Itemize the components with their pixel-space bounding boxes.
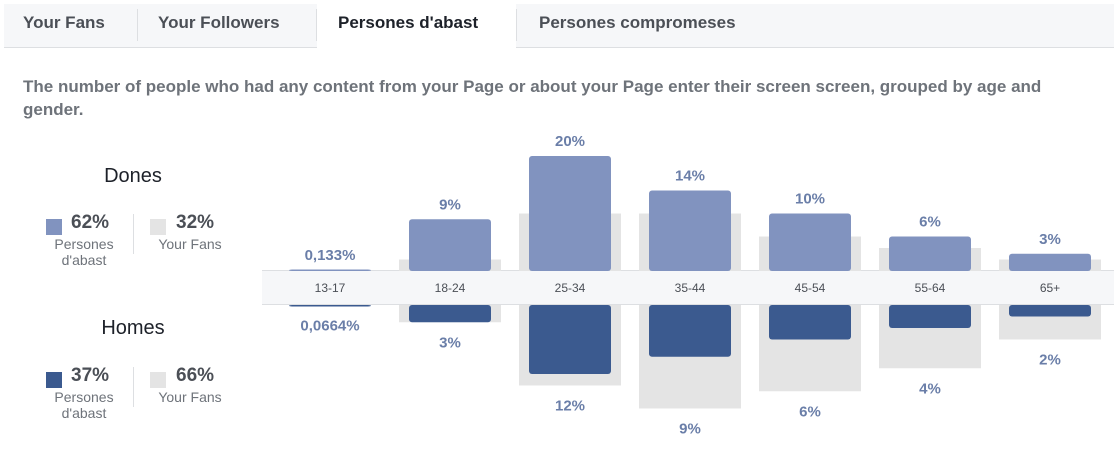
women-fans-pct: 32% (176, 212, 215, 233)
women-fans-swatch (150, 219, 166, 235)
women-reach-bar (289, 269, 371, 271)
age-tick-label: 45-54 (795, 281, 826, 295)
women-reach-swatch (46, 219, 62, 235)
tab-divider (516, 9, 517, 41)
age-tick-label: 25-34 (555, 281, 586, 295)
men-value-label: 6% (799, 403, 821, 420)
tab-bar: Your Fans Your Followers Persones d'abas… (4, 4, 1114, 48)
women-reach-bar (649, 190, 731, 271)
women-value-label: 20% (555, 133, 585, 150)
summary-women-title: Dones (104, 165, 162, 187)
men-value-label: 3% (439, 334, 461, 351)
women-reach-bar (889, 236, 971, 271)
men-reach-bar (769, 305, 851, 340)
men-fans-label: Your Fans (158, 389, 222, 405)
men-value-label: 2% (1039, 352, 1061, 369)
tab-persones-dabast[interactable]: Persones d'abast (317, 4, 516, 48)
chart-description: The number of people who had any content… (23, 77, 1042, 119)
women-value-label: 3% (1039, 231, 1061, 248)
summary-men: Homes 37% Persones d'abast 66% Your Fans (40, 312, 240, 432)
tab-your-fans[interactable]: Your Fans (23, 13, 105, 32)
women-reach-pct: 62% (71, 212, 110, 233)
men-value-label: 0,0664% (300, 317, 359, 334)
women-reach-bar (409, 219, 491, 271)
men-reach-label: Persones d'abast (42, 389, 126, 421)
women-value-label: 0,133% (305, 247, 356, 264)
men-value-label: 4% (919, 380, 941, 397)
women-value-label: 6% (919, 214, 941, 231)
men-reach-bar (289, 305, 371, 307)
age-tick-label: 35-44 (675, 281, 706, 295)
women-reach-bar (769, 213, 851, 271)
men-reach-pct: 37% (71, 365, 110, 386)
women-reach-label-line2: d'abast (61, 252, 107, 268)
women-value-label: 9% (439, 196, 461, 213)
tab-your-followers[interactable]: Your Followers (158, 13, 280, 32)
age-tick-label: 18-24 (435, 281, 466, 295)
men-value-label: 12% (555, 398, 585, 415)
men-reach-label-line2: d'abast (61, 405, 107, 421)
summary-divider (133, 214, 134, 254)
women-reach-label: Persones d'abast (42, 236, 126, 268)
men-value-label: 9% (679, 421, 701, 438)
men-reach-bar (529, 305, 611, 374)
men-reach-swatch (46, 372, 62, 388)
age-axis-band (262, 270, 1114, 305)
men-reach-label-line1: Persones (54, 389, 114, 405)
age-tick-label: 65+ (1040, 281, 1060, 295)
men-fans-swatch (150, 372, 166, 388)
tab-divider (137, 9, 138, 41)
summary-men-title: Homes (101, 317, 165, 339)
men-fans-pct: 66% (176, 365, 215, 386)
men-reach-bar (409, 305, 491, 323)
women-value-label: 10% (795, 191, 825, 208)
summary-women: Dones 62% Persones d'abast 32% Your Fans (40, 160, 240, 280)
age-tick-label: 55-64 (915, 281, 946, 295)
women-reach-label-line1: Persones (54, 236, 114, 252)
men-reach-bar (889, 305, 971, 328)
women-value-label: 14% (675, 168, 705, 185)
age-tick-label: 13-17 (315, 281, 346, 295)
summary-divider (133, 367, 134, 407)
women-reach-bar (529, 156, 611, 271)
women-reach-bar (1009, 253, 1091, 271)
men-reach-bar (1009, 305, 1091, 317)
tab-divider (316, 9, 317, 41)
tab-label: Persones d'abast (338, 13, 479, 32)
tab-persones-compromeses[interactable]: Persones compromeses (539, 13, 736, 32)
men-reach-bar (649, 305, 731, 357)
women-fans-label: Your Fans (158, 236, 222, 252)
